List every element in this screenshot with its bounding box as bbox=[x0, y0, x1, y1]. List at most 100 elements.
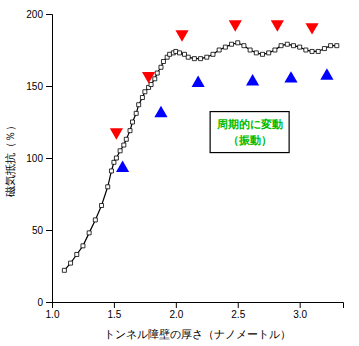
point bbox=[236, 41, 240, 45]
point bbox=[329, 44, 333, 48]
line bbox=[64, 43, 336, 271]
point bbox=[130, 120, 134, 124]
tick: 2.5 bbox=[231, 302, 245, 320]
point bbox=[154, 106, 167, 117]
tick-mark bbox=[46, 86, 52, 87]
tick-label: 1.5 bbox=[107, 309, 121, 320]
tick-mark bbox=[46, 230, 52, 231]
point bbox=[140, 96, 144, 100]
point bbox=[175, 30, 188, 41]
chart: 1.01.52.02.53.0050100150200周期的に変動（振動）トンネ… bbox=[0, 0, 359, 346]
tick: 150 bbox=[26, 81, 52, 92]
annotation: 周期的に変動 （振動） bbox=[210, 112, 289, 153]
point bbox=[69, 261, 73, 265]
tick-label: 1.0 bbox=[46, 309, 60, 320]
point bbox=[155, 71, 159, 75]
plot: 1.0 1.5 2.0 2.5 3.0 0 50 100 150 200 周期的に変動 （振動） bbox=[26, 9, 343, 320]
point bbox=[142, 72, 155, 83]
point bbox=[304, 48, 308, 52]
point bbox=[159, 65, 163, 69]
point bbox=[271, 20, 284, 31]
tick-mark bbox=[46, 158, 52, 159]
point bbox=[62, 268, 66, 272]
point bbox=[186, 55, 190, 59]
tick-label: 100 bbox=[26, 153, 43, 164]
tick: 1.0 bbox=[46, 302, 60, 320]
point bbox=[229, 20, 242, 31]
point bbox=[137, 103, 141, 107]
annotation-text: 周期的に変動 （振動） bbox=[216, 118, 283, 147]
tick: 0 bbox=[37, 297, 52, 308]
tick-mark bbox=[46, 14, 52, 15]
tick-label: 50 bbox=[32, 225, 44, 236]
point bbox=[291, 44, 295, 48]
point bbox=[116, 160, 129, 171]
point bbox=[143, 90, 147, 94]
point bbox=[178, 51, 182, 55]
tick-label: 150 bbox=[26, 81, 43, 92]
point bbox=[192, 57, 196, 61]
tick: 100 bbox=[26, 153, 52, 164]
y-axis-title: 磁気抵抗（％） bbox=[4, 120, 17, 198]
point bbox=[134, 111, 138, 115]
marks bbox=[62, 20, 338, 272]
point bbox=[110, 128, 123, 139]
point bbox=[81, 244, 85, 248]
y-axis: 0 50 100 150 200 bbox=[26, 9, 52, 308]
tick-mark bbox=[176, 302, 177, 308]
point bbox=[316, 49, 320, 53]
point bbox=[279, 44, 283, 48]
point bbox=[285, 42, 289, 46]
series bbox=[116, 68, 333, 172]
point bbox=[199, 57, 203, 61]
point bbox=[211, 52, 215, 56]
point bbox=[310, 49, 314, 53]
point bbox=[305, 23, 318, 34]
point bbox=[118, 149, 122, 153]
point bbox=[223, 45, 227, 49]
point bbox=[320, 68, 333, 79]
point bbox=[153, 77, 157, 81]
tick-label: 200 bbox=[26, 9, 43, 20]
tick-mark bbox=[114, 302, 115, 308]
tick-label: 2.0 bbox=[169, 309, 183, 320]
annotation-line: （振動） bbox=[228, 134, 272, 147]
point bbox=[192, 76, 205, 87]
point bbox=[242, 44, 246, 48]
point bbox=[217, 48, 221, 52]
tick: 1.5 bbox=[107, 302, 121, 320]
point bbox=[106, 185, 110, 189]
point bbox=[284, 71, 297, 82]
point bbox=[75, 252, 79, 256]
point bbox=[322, 47, 326, 51]
series bbox=[62, 41, 338, 273]
tick-label: 3.0 bbox=[293, 309, 307, 320]
point bbox=[124, 137, 128, 141]
tick: 200 bbox=[26, 9, 52, 20]
point bbox=[230, 42, 234, 46]
point bbox=[246, 74, 259, 85]
tick: 50 bbox=[32, 225, 52, 236]
point bbox=[109, 169, 113, 173]
point bbox=[248, 48, 252, 52]
tick-mark bbox=[46, 302, 52, 303]
point bbox=[87, 231, 91, 235]
point bbox=[128, 129, 132, 133]
x-axis: 1.0 1.5 2.0 2.5 3.0 bbox=[46, 302, 344, 320]
point bbox=[93, 218, 97, 222]
tick-label: 2.5 bbox=[231, 309, 245, 320]
point bbox=[112, 160, 116, 164]
point bbox=[114, 156, 118, 160]
point bbox=[273, 48, 277, 52]
point bbox=[267, 51, 271, 55]
tick-label: 0 bbox=[37, 297, 43, 308]
tick: 2.0 bbox=[169, 302, 183, 320]
point bbox=[254, 51, 258, 55]
point bbox=[161, 60, 165, 64]
tick-mark bbox=[238, 302, 239, 308]
annotation-line: 周期的に変動 bbox=[216, 118, 283, 131]
point bbox=[205, 55, 209, 59]
point bbox=[122, 143, 126, 147]
axis-line bbox=[53, 303, 344, 309]
point bbox=[261, 52, 265, 56]
